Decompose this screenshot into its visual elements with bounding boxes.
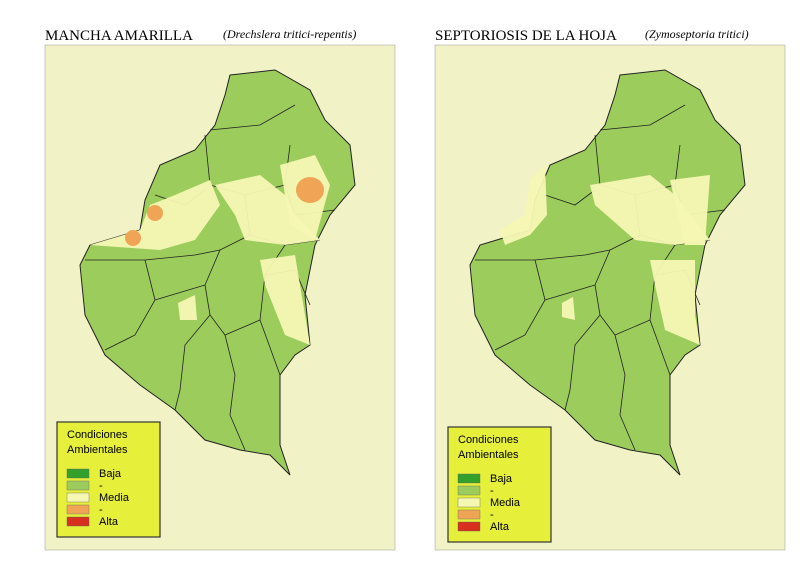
condition-zone-media: [650, 260, 700, 345]
condition-zone-media: [670, 175, 710, 245]
legend-label: Alta: [490, 521, 510, 533]
legend-swatch: [66, 480, 90, 491]
legend-label: -: [490, 485, 494, 497]
condition-zone-high: [147, 205, 163, 221]
condition-zone-media: [562, 297, 575, 320]
legend-label: -: [99, 480, 103, 492]
condition-zone-media: [178, 295, 197, 320]
legend-title: Condiciones: [67, 429, 128, 441]
condition-zone-media: [215, 175, 320, 245]
legend-label: Alta: [99, 516, 119, 528]
legend-swatch: [457, 497, 481, 508]
condition-zone-media: [500, 165, 547, 245]
legend-swatch: [66, 468, 90, 479]
legend-label: -: [99, 504, 103, 516]
province-map: [469, 69, 746, 476]
province-map: [79, 69, 356, 476]
legend-swatch: [66, 492, 90, 503]
map-panel: MANCHA AMARILLA (Drechslera tritici-repen…: [44, 27, 396, 551]
legend-swatch: [457, 485, 481, 496]
condition-zone-high: [125, 230, 141, 246]
legend-label: Media: [99, 492, 130, 504]
legend-title: Ambientales: [67, 444, 128, 456]
legend-label: -: [490, 509, 494, 521]
legend-label: Media: [490, 497, 521, 509]
panel-subtitle: (Drechslera tritici-repentis): [223, 27, 356, 41]
condition-zone-high: [296, 177, 324, 203]
map-panel: SEPTORIOSIS DE LA HOJA (Zymoseptoria trit…: [434, 27, 786, 551]
legend-swatch: [457, 509, 481, 520]
legend-swatch: [66, 504, 90, 515]
condition-zone-media: [590, 175, 710, 245]
legend-swatch: [457, 473, 481, 484]
legend-swatch: [66, 516, 90, 527]
legend-title: Ambientales: [458, 449, 519, 461]
legend-title: Condiciones: [458, 434, 519, 446]
legend-label: Baja: [490, 473, 513, 485]
panel-title: SEPTORIOSIS DE LA HOJA: [435, 28, 617, 44]
legend-swatch: [457, 521, 481, 532]
legend-label: Baja: [99, 468, 122, 480]
panels: MANCHA AMARILLA (Drechslera tritici-repen…: [44, 27, 786, 551]
condition-zone-media: [260, 255, 310, 345]
panel-title: MANCHA AMARILLA: [45, 28, 193, 44]
panel-subtitle: (Zymoseptoria tritici): [645, 27, 749, 41]
